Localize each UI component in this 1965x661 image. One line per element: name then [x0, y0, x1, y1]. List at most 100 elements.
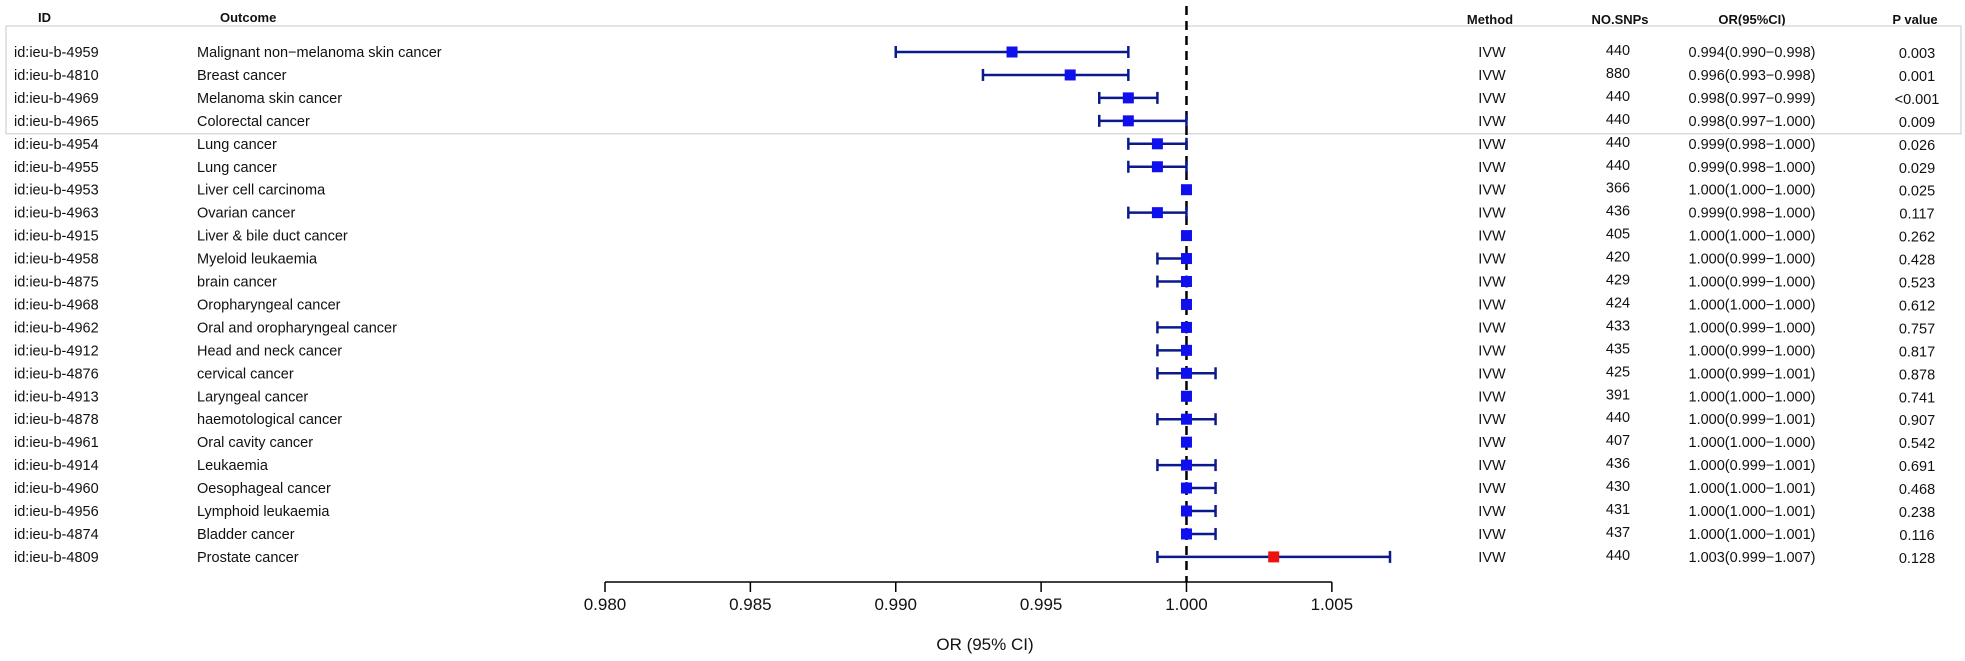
row-outcome: Malignant non−melanoma skin cancer [197, 45, 442, 61]
header-row: ID Outcome Method NO.SNPs OR(95%CI) P va… [38, 10, 1938, 27]
point-estimate [1006, 46, 1018, 58]
forest-row-mark [1180, 184, 1192, 196]
row-snps: 440 [1606, 548, 1630, 564]
row-id: id:ieu-b-4875 [14, 275, 99, 291]
point-estimate [1180, 390, 1192, 402]
table-row: id:ieu-b-4962 Oral and oropharyngeal canc… [14, 318, 1935, 337]
row-or-ci: 1.003(0.999−1.007) [1689, 550, 1816, 566]
row-id: id:ieu-b-4809 [14, 550, 99, 566]
point-estimate [1151, 207, 1163, 219]
forest-row-mark [1156, 275, 1192, 288]
row-method: IVW [1478, 527, 1506, 543]
row-id: id:ieu-b-4874 [14, 527, 99, 543]
row-pvalue: 0.117 [1899, 207, 1934, 223]
header-id: ID [38, 10, 51, 25]
table-row: id:ieu-b-4959 Malignant non−melanoma skin… [14, 43, 1935, 62]
header-snps: NO.SNPs [1591, 12, 1648, 27]
row-method: IVW [1478, 550, 1506, 566]
row-id: id:ieu-b-4959 [14, 45, 99, 61]
row-id: id:ieu-b-4956 [14, 504, 99, 520]
forest-row-mark [1156, 413, 1217, 426]
row-id: id:ieu-b-4810 [14, 68, 99, 84]
row-method: IVW [1478, 229, 1506, 245]
row-or-ci: 1.000(0.999−1.000) [1689, 252, 1816, 268]
row-outcome: Oropharyngeal cancer [197, 297, 341, 313]
row-or-ci: 0.999(0.998−1.000) [1689, 160, 1816, 176]
row-method: IVW [1478, 297, 1506, 313]
row-or-ci: 0.998(0.997−1.000) [1689, 114, 1816, 130]
row-outcome: Lung cancer [197, 160, 277, 176]
row-pvalue: 0.691 [1899, 459, 1935, 475]
forest-row-mark [1180, 390, 1192, 402]
row-id: id:ieu-b-4876 [14, 366, 99, 382]
header-method: Method [1467, 12, 1513, 27]
row-pvalue: 0.741 [1899, 390, 1935, 406]
table-row: id:ieu-b-4958 Myeloid leukaemia IVW 420 1.00… [14, 250, 1935, 269]
row-snps: 880 [1606, 66, 1630, 82]
table-row: id:ieu-b-4915 Liver & bile duct cancer IVW… [14, 227, 1935, 246]
row-snps: 435 [1606, 341, 1630, 357]
table-row: id:ieu-b-4963 Ovarian cancer IVW 436 0.999(0… [14, 204, 1935, 223]
forest-row-mark [981, 68, 1130, 81]
forest-row-mark [894, 46, 1130, 58]
row-outcome: Head and neck cancer [197, 343, 342, 359]
table-row: id:ieu-b-4875 brain cancer IVW 429 1.000(0.9… [14, 273, 1935, 292]
x-tick-label: 0.985 [729, 595, 772, 614]
forest-row-mark [1098, 91, 1159, 104]
row-method: IVW [1478, 206, 1506, 222]
row-pvalue: 0.029 [1899, 161, 1935, 177]
row-or-ci: 1.000(1.000−1.000) [1689, 435, 1816, 451]
row-pvalue: 0.238 [1899, 505, 1935, 521]
row-outcome: brain cancer [197, 275, 277, 291]
row-or-ci: 1.000(1.000−1.001) [1689, 527, 1816, 543]
row-or-ci: 0.994(0.990−0.998) [1689, 45, 1816, 61]
point-estimate [1180, 505, 1192, 517]
point-estimate [1180, 413, 1192, 425]
x-tick-label: 1.005 [1311, 595, 1354, 614]
row-id: id:ieu-b-4958 [14, 252, 99, 268]
row-pvalue: 0.542 [1899, 436, 1935, 452]
row-pvalue: 0.612 [1899, 298, 1935, 314]
row-snps: 430 [1606, 479, 1630, 495]
row-outcome: Ovarian cancer [197, 206, 295, 222]
row-method: IVW [1478, 320, 1506, 336]
row-or-ci: 0.998(0.997−0.999) [1689, 91, 1816, 107]
row-snps: 440 [1606, 112, 1630, 128]
header-outcome: Outcome [220, 10, 276, 25]
forest-row-mark [1098, 114, 1188, 127]
row-outcome: Colorectal cancer [197, 114, 310, 130]
row-snps: 407 [1606, 433, 1630, 449]
row-snps: 425 [1606, 364, 1630, 380]
row-method: IVW [1478, 252, 1506, 268]
table-row: id:ieu-b-4956 Lymphoid leukaemia IVW 431 1.0… [14, 502, 1935, 521]
row-outcome: Leukaemia [197, 458, 269, 474]
header-pvalue: P value [1892, 12, 1937, 27]
point-estimate [1122, 115, 1134, 127]
row-method: IVW [1478, 45, 1506, 61]
row-outcome: Breast cancer [197, 68, 287, 84]
row-id: id:ieu-b-4962 [14, 320, 99, 336]
point-estimate [1180, 298, 1192, 310]
table-row: id:ieu-b-4913 Laryngeal cancer IVW 391 1.000… [14, 387, 1935, 406]
row-outcome: Prostate cancer [197, 550, 299, 566]
forest-row-mark [1156, 459, 1217, 472]
row-method: IVW [1478, 435, 1506, 451]
point-estimate [1180, 321, 1192, 333]
row-or-ci: 0.999(0.998−1.000) [1689, 206, 1816, 222]
table-row: id:ieu-b-4965 Colorectal cancer IVW 440 0.99… [14, 112, 1935, 131]
row-id: id:ieu-b-4955 [14, 160, 99, 176]
table-row: id:ieu-b-4912 Head and neck cancer IVW 435 1… [14, 341, 1935, 360]
table-row: id:ieu-b-4953 Liver cell carcinoma IVW 366 1… [14, 181, 1935, 200]
forest-row-mark [1156, 252, 1192, 265]
row-pvalue: 0.128 [1899, 551, 1935, 567]
row-pvalue: 0.878 [1899, 367, 1935, 383]
row-or-ci: 1.000(0.999−1.000) [1689, 343, 1816, 359]
row-snps: 440 [1606, 158, 1630, 174]
row-outcome: Oral cavity cancer [197, 435, 313, 451]
row-outcome: Oral and oropharyngeal cancer [197, 320, 397, 336]
row-id: id:ieu-b-4961 [14, 435, 99, 451]
row-or-ci: 0.999(0.998−1.000) [1689, 137, 1816, 153]
x-tick-label: 0.990 [874, 595, 917, 614]
row-pvalue: 0.817 [1899, 344, 1935, 360]
